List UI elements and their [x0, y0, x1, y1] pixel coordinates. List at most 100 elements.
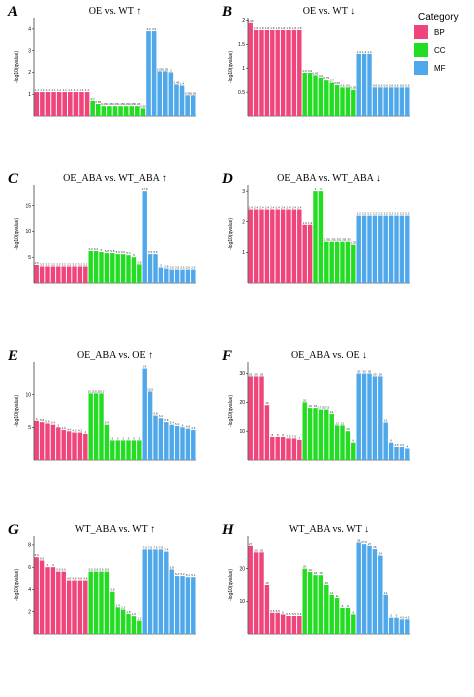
panel-f-bar	[405, 448, 410, 460]
panel-h-bar-value: 8	[342, 604, 344, 608]
panel-d-ytick-label: 1	[242, 250, 245, 256]
panel-c-bar	[115, 254, 120, 283]
panel-c-bar-value: 17.8	[142, 187, 148, 191]
panel-h-bar-value: 12	[384, 591, 388, 595]
panel-h-bar	[264, 585, 270, 634]
panel-e-bar-value: 4.8	[186, 425, 191, 429]
panel-f-bar	[388, 442, 394, 460]
panel-h-bar-value: 24	[379, 552, 383, 556]
panel-c-bar-value: 3.2	[40, 262, 45, 266]
panel-h-bar-value: 18	[319, 571, 323, 575]
panel-f-bar-value: 18	[308, 404, 312, 408]
panel-b-bar-value: 0.6	[394, 83, 399, 87]
panel-h-bar	[388, 617, 394, 634]
panel-e-bar	[34, 420, 39, 460]
panel-h-letter: H	[221, 522, 235, 538]
panel-g-bar	[169, 569, 174, 634]
panel-a-bar	[95, 104, 101, 116]
panel-a-bar	[118, 106, 123, 116]
panel-h-bar-value: 6.5	[276, 609, 281, 613]
panel-b-ytick-label: 0.5	[238, 90, 245, 96]
panel-g-bar	[99, 571, 104, 634]
panel-c-bar-value: 2.6	[186, 266, 191, 270]
panel-f-bar-value: 29	[260, 372, 264, 376]
panel-f-bar-value: 17.5	[323, 406, 329, 410]
panel-a-ylabel: -log10(qvalue)	[14, 51, 20, 83]
panel-f-ytick-label: 30	[239, 371, 245, 377]
panel-g-bar	[164, 551, 169, 634]
panel-b-bar-value: 1.8	[281, 26, 286, 30]
panel-b-bar	[340, 87, 345, 116]
panel-h-bar	[378, 555, 383, 634]
panel-e-bar	[45, 423, 50, 460]
panel-b-bar-value: 0.6	[346, 83, 351, 87]
panel-c-bar	[77, 266, 83, 283]
panel-d-bar-value: 1.9	[303, 221, 308, 225]
panel-g-bar-value: 5.6	[89, 568, 94, 572]
panel-f-bar	[297, 439, 302, 460]
panel-c-bar	[50, 266, 56, 283]
panel-f-bar	[356, 373, 361, 460]
panel-e-bar-value: 3	[111, 436, 113, 440]
panel-d-bar-value: 2.4	[265, 206, 270, 210]
panel-d-title: OE_ABA vs. WT_ABA ↓	[277, 173, 381, 184]
panel-b-bar-value: 0.85	[313, 71, 319, 75]
panel-d-letter: D	[221, 171, 233, 187]
panel-c-bar-value: 3.2	[78, 262, 83, 266]
panel-f-bar-value: 30	[368, 370, 372, 374]
panel-e-bar	[191, 429, 196, 460]
panel-h-bar	[307, 571, 313, 634]
panel-h-bar	[259, 552, 264, 634]
panel-h-bar	[248, 545, 253, 634]
panel-b-bar-value: 0.6	[405, 83, 410, 87]
panel-c-bar-value: 6.2	[89, 247, 94, 251]
panel-d-bar	[361, 215, 367, 284]
panel-c-bar	[93, 251, 99, 283]
panel-g-bar-value: 2.4	[116, 603, 121, 607]
panel-d-bar	[264, 209, 270, 283]
panel-b-bar	[259, 29, 264, 117]
panel-b-bar-value: 1.3	[357, 50, 362, 54]
panel-a-bar-value: 1.1	[79, 88, 84, 92]
panel-e-bar	[115, 440, 120, 460]
panel-a-bar-value: 1.1	[35, 88, 40, 92]
panel-d-bar	[334, 241, 340, 283]
panel-e-bar-value: 4.4	[67, 427, 72, 431]
panel-c-bar-value: 3.2	[72, 262, 77, 266]
panel-h-bar-value: 27.5	[361, 540, 367, 544]
panel-d-bar	[372, 215, 378, 284]
panel-f-bar	[259, 376, 264, 460]
panel-f-bar	[334, 425, 340, 460]
panel-b-bar-value: 0.6	[400, 83, 405, 87]
panel-d-bar	[340, 241, 345, 283]
panel-f-bar	[378, 376, 383, 460]
panel-b-bar-value: 0.6	[378, 83, 383, 87]
panel-b-letter: B	[221, 4, 232, 20]
panel-h-bar-value: 11	[336, 594, 339, 598]
panel-e-bar	[158, 418, 164, 460]
panel-g-bar	[93, 571, 99, 634]
panel-a-ytick-label: 4	[28, 27, 31, 33]
panel-d-bar-value: 2.4	[281, 206, 286, 210]
panel-d-bar-value: 2.2	[405, 212, 410, 216]
panel-g-bar-value: 5.2	[180, 572, 185, 576]
panel-g-bar-value: 7.4	[164, 548, 169, 552]
panel-e-bar-value: 3	[138, 436, 140, 440]
panel-f-bar	[291, 438, 297, 460]
panel-f-bar	[367, 373, 372, 460]
panel-e-bar	[77, 432, 83, 460]
panel-b-bar	[297, 29, 302, 117]
panel-b-bar	[399, 87, 405, 116]
panel-g-bar	[180, 576, 185, 634]
panel-a-bar	[90, 100, 95, 116]
panel-d-bar-value: 2.2	[378, 212, 383, 216]
panel-e-bar-value: 4.6	[191, 426, 196, 430]
panel-g-bar-value: 5.6	[105, 568, 110, 572]
panel-f-bar-value: 12	[341, 421, 345, 425]
panel-g-bar	[153, 549, 158, 634]
panel-c-ylabel: -log10(qvalue)	[14, 218, 20, 250]
panel-b-bar	[378, 87, 383, 116]
panel-e-bar-value: 10.5	[147, 387, 153, 391]
panel-b-bar-value: 1.8	[292, 26, 297, 30]
panel-a-bar	[84, 92, 90, 116]
